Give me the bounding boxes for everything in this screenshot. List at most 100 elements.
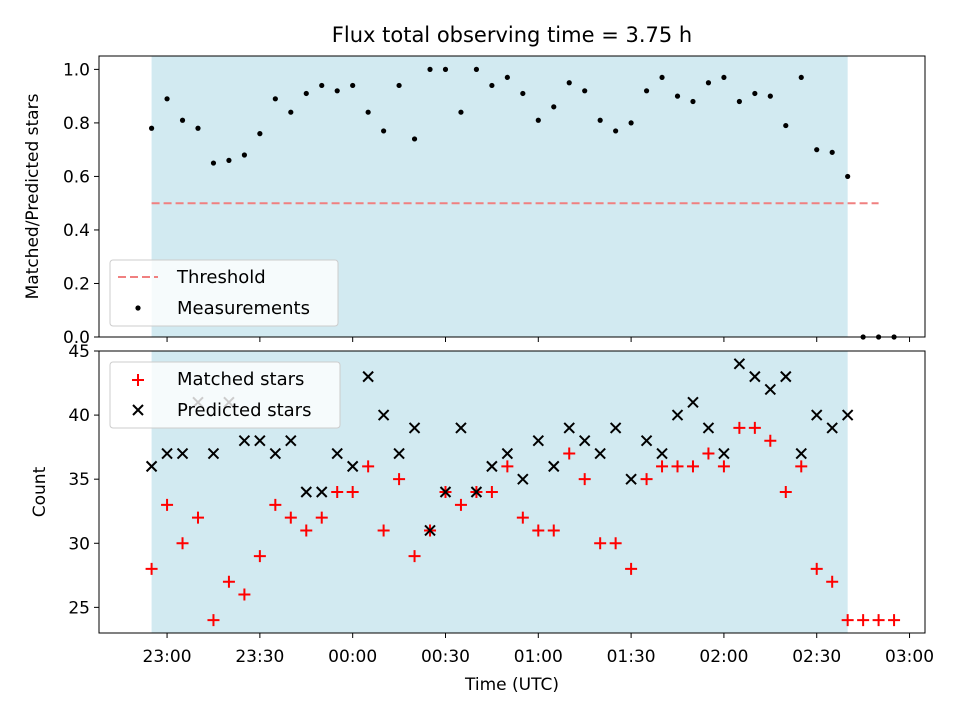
matched-star-point [733, 421, 746, 434]
measurement-point [319, 82, 325, 89]
matched-star-point [300, 524, 313, 537]
predicted-star-point [300, 486, 312, 498]
measurement-point [350, 82, 356, 89]
bottom-panel: 25 30 35 40 45 23:00 23:30 00:00 00:30 01:00 01:3… [30, 342, 934, 695]
predicted-star-point [656, 447, 668, 460]
matched-star-point [238, 588, 251, 601]
legend-matched-swatch [132, 374, 144, 386]
measurement-point [334, 88, 340, 94]
matched-stars-series [145, 421, 901, 627]
matched-star-point [872, 614, 885, 627]
matched-star-point [888, 614, 901, 627]
measurement-point [303, 90, 309, 97]
measurement-point [226, 157, 232, 163]
predicted-star-point [517, 473, 529, 485]
matched-star-point [671, 460, 684, 473]
matched-star-point [640, 473, 653, 486]
matched-star-point [779, 486, 792, 498]
x-tick-label: 01:00 [514, 647, 563, 667]
y-tick-label: 0.2 [63, 274, 90, 294]
measurement-point [659, 74, 665, 81]
predicted-star-point [609, 422, 622, 434]
measurement-point [381, 128, 387, 134]
predicted-star-point [563, 422, 575, 434]
chart-title: Flux total observing time = 3.75 h [332, 23, 692, 47]
x-tick-label: 02:30 [792, 647, 841, 667]
matched-star-point [702, 447, 715, 460]
x-tick-label: 02:00 [699, 647, 748, 667]
top-legend: Threshold Measurements [109, 259, 339, 327]
predicted-star-point [594, 447, 606, 460]
matched-star-point [346, 486, 359, 498]
top-y-axis-label: Matched/Predicted stars [23, 93, 43, 299]
matched-star-point [315, 511, 328, 524]
y-tick-label: 0.0 [63, 328, 90, 348]
bottom-y-axis: 25 30 35 40 45 [68, 342, 99, 618]
measurement-point [783, 122, 789, 129]
top-axes-frame [98, 55, 926, 338]
measurement-point [195, 125, 201, 131]
predicted-star-point [548, 460, 560, 473]
predicted-star-point [702, 422, 715, 434]
matched-star-point [191, 511, 204, 524]
matched-star-point [764, 434, 777, 447]
matched-star-point [625, 562, 638, 575]
legend-predicted-swatch [132, 404, 144, 416]
predicted-star-point [285, 435, 297, 447]
matched-star-point [857, 614, 870, 627]
legend-predicted-label: Predicted stars [177, 400, 311, 421]
matched-star-point [826, 575, 839, 588]
predicted-star-point [841, 409, 854, 421]
y-tick-label: 0.6 [63, 167, 90, 187]
predicted-stars-series [145, 358, 854, 537]
predicted-star-point [811, 409, 823, 421]
measurement-point [458, 109, 464, 115]
measurement-point [396, 82, 402, 89]
x-tick-label: 00:00 [328, 647, 377, 667]
top-panel: 0.0 0.2 0.4 0.6 0.8 1.0 Matched/Predicted sta… [23, 55, 926, 348]
predicted-star-point [176, 447, 189, 460]
predicted-star-point [408, 422, 421, 434]
matched-star-point [717, 460, 730, 473]
measurement-point [535, 117, 541, 123]
predicted-star-point [718, 447, 730, 460]
predicted-star-point [780, 370, 792, 383]
matched-star-point [176, 537, 189, 550]
measurement-point [798, 74, 804, 81]
measurement-point [427, 66, 433, 72]
predicted-star-point [795, 447, 807, 460]
matched-star-point [284, 511, 297, 524]
measurement-point [721, 74, 727, 81]
measurement-point [257, 131, 263, 137]
y-tick-label: 0.4 [63, 221, 90, 241]
predicted-star-point [145, 460, 158, 473]
bottom-x-axis: 23:00 23:30 00:00 00:30 01:00 01:30 02:00 02:30… [143, 633, 934, 667]
measurement-point [643, 88, 650, 94]
measurement-point [365, 109, 371, 115]
legend-measurements-swatch [135, 305, 141, 311]
predicted-star-point [532, 435, 545, 447]
measurement-point [628, 120, 634, 126]
matched-star-point [207, 614, 220, 627]
top-x-ticks [166, 337, 911, 342]
measurement-point [767, 93, 773, 99]
matched-star-point [563, 447, 576, 460]
top-y-axis: 0.0 0.2 0.4 0.6 0.8 1.0 [63, 60, 99, 348]
x-tick-label: 00:30 [421, 647, 470, 667]
measurement-point [288, 109, 294, 115]
predicted-star-point [733, 358, 746, 370]
measurement-point [674, 93, 681, 99]
predicted-star-point [424, 524, 436, 537]
predicted-star-point [439, 486, 452, 498]
predicted-star-point [640, 435, 653, 447]
bottom-legend: Matched stars Predicted stars [109, 361, 341, 429]
y-tick-label: 40 [68, 406, 90, 426]
predicted-star-point [826, 422, 838, 434]
legend-measurements-label: Measurements [177, 298, 310, 319]
matched-star-point [145, 562, 158, 575]
legend-threshold-label: Threshold [176, 267, 266, 288]
measurement-point [179, 117, 186, 123]
matched-star-point [686, 460, 699, 473]
matched-star-point [748, 421, 761, 434]
